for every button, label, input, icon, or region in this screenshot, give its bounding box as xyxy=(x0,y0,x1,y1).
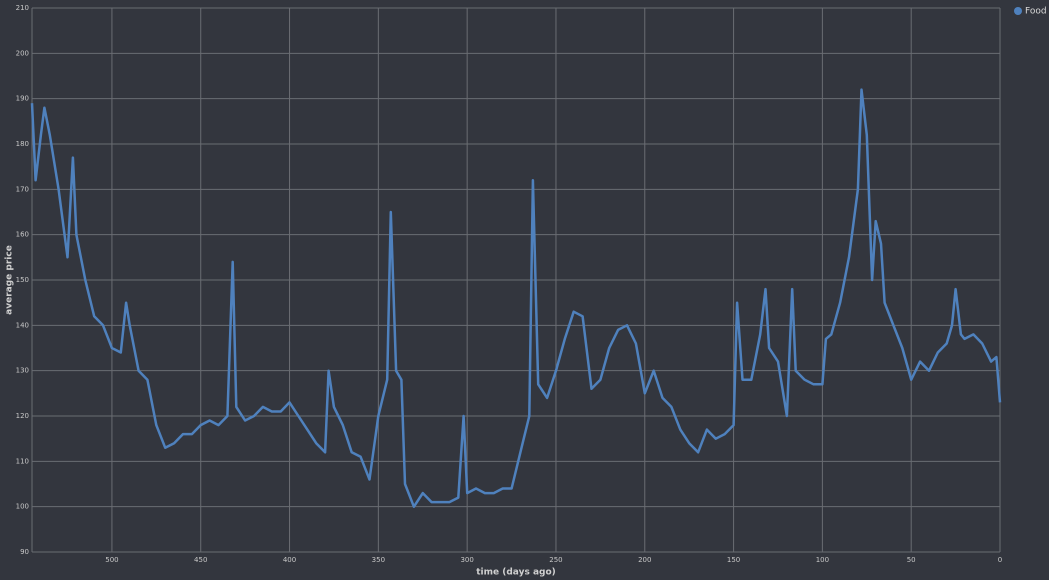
y-tick-label: 110 xyxy=(16,457,29,465)
legend-label: Food xyxy=(1025,7,1047,17)
y-tick-label: 130 xyxy=(16,367,29,375)
x-tick-label: 450 xyxy=(194,556,207,564)
x-tick-label: 400 xyxy=(283,556,296,564)
y-tick-label: 170 xyxy=(16,185,29,193)
x-tick-label: 0 xyxy=(998,556,1002,564)
y-tick-label: 150 xyxy=(16,276,29,284)
legend-marker xyxy=(1014,7,1022,15)
y-tick-label: 140 xyxy=(16,321,29,329)
x-tick-label: 150 xyxy=(727,556,740,564)
y-tick-label: 190 xyxy=(16,95,29,103)
data-line xyxy=(30,88,1002,508)
y-tick-label: 210 xyxy=(16,4,29,12)
x-tick-label: 300 xyxy=(460,556,473,564)
y-tick-label: 100 xyxy=(16,503,29,511)
x-tick-label: 250 xyxy=(549,556,562,564)
x-tick-label: 350 xyxy=(372,556,385,564)
y-tick-label: 180 xyxy=(16,140,29,148)
y-axis-label: average price xyxy=(5,245,15,315)
x-tick-label: 200 xyxy=(638,556,651,564)
x-axis-label: time (days ago) xyxy=(476,568,556,578)
x-tick-label: 50 xyxy=(907,556,916,564)
x-tick-label: 100 xyxy=(816,556,829,564)
y-tick-label: 90 xyxy=(20,548,29,556)
x-tick-label: 500 xyxy=(105,556,118,564)
y-tick-label: 200 xyxy=(16,49,29,57)
y-tick-label: 120 xyxy=(16,412,29,420)
y-tick-label: 160 xyxy=(16,231,29,239)
